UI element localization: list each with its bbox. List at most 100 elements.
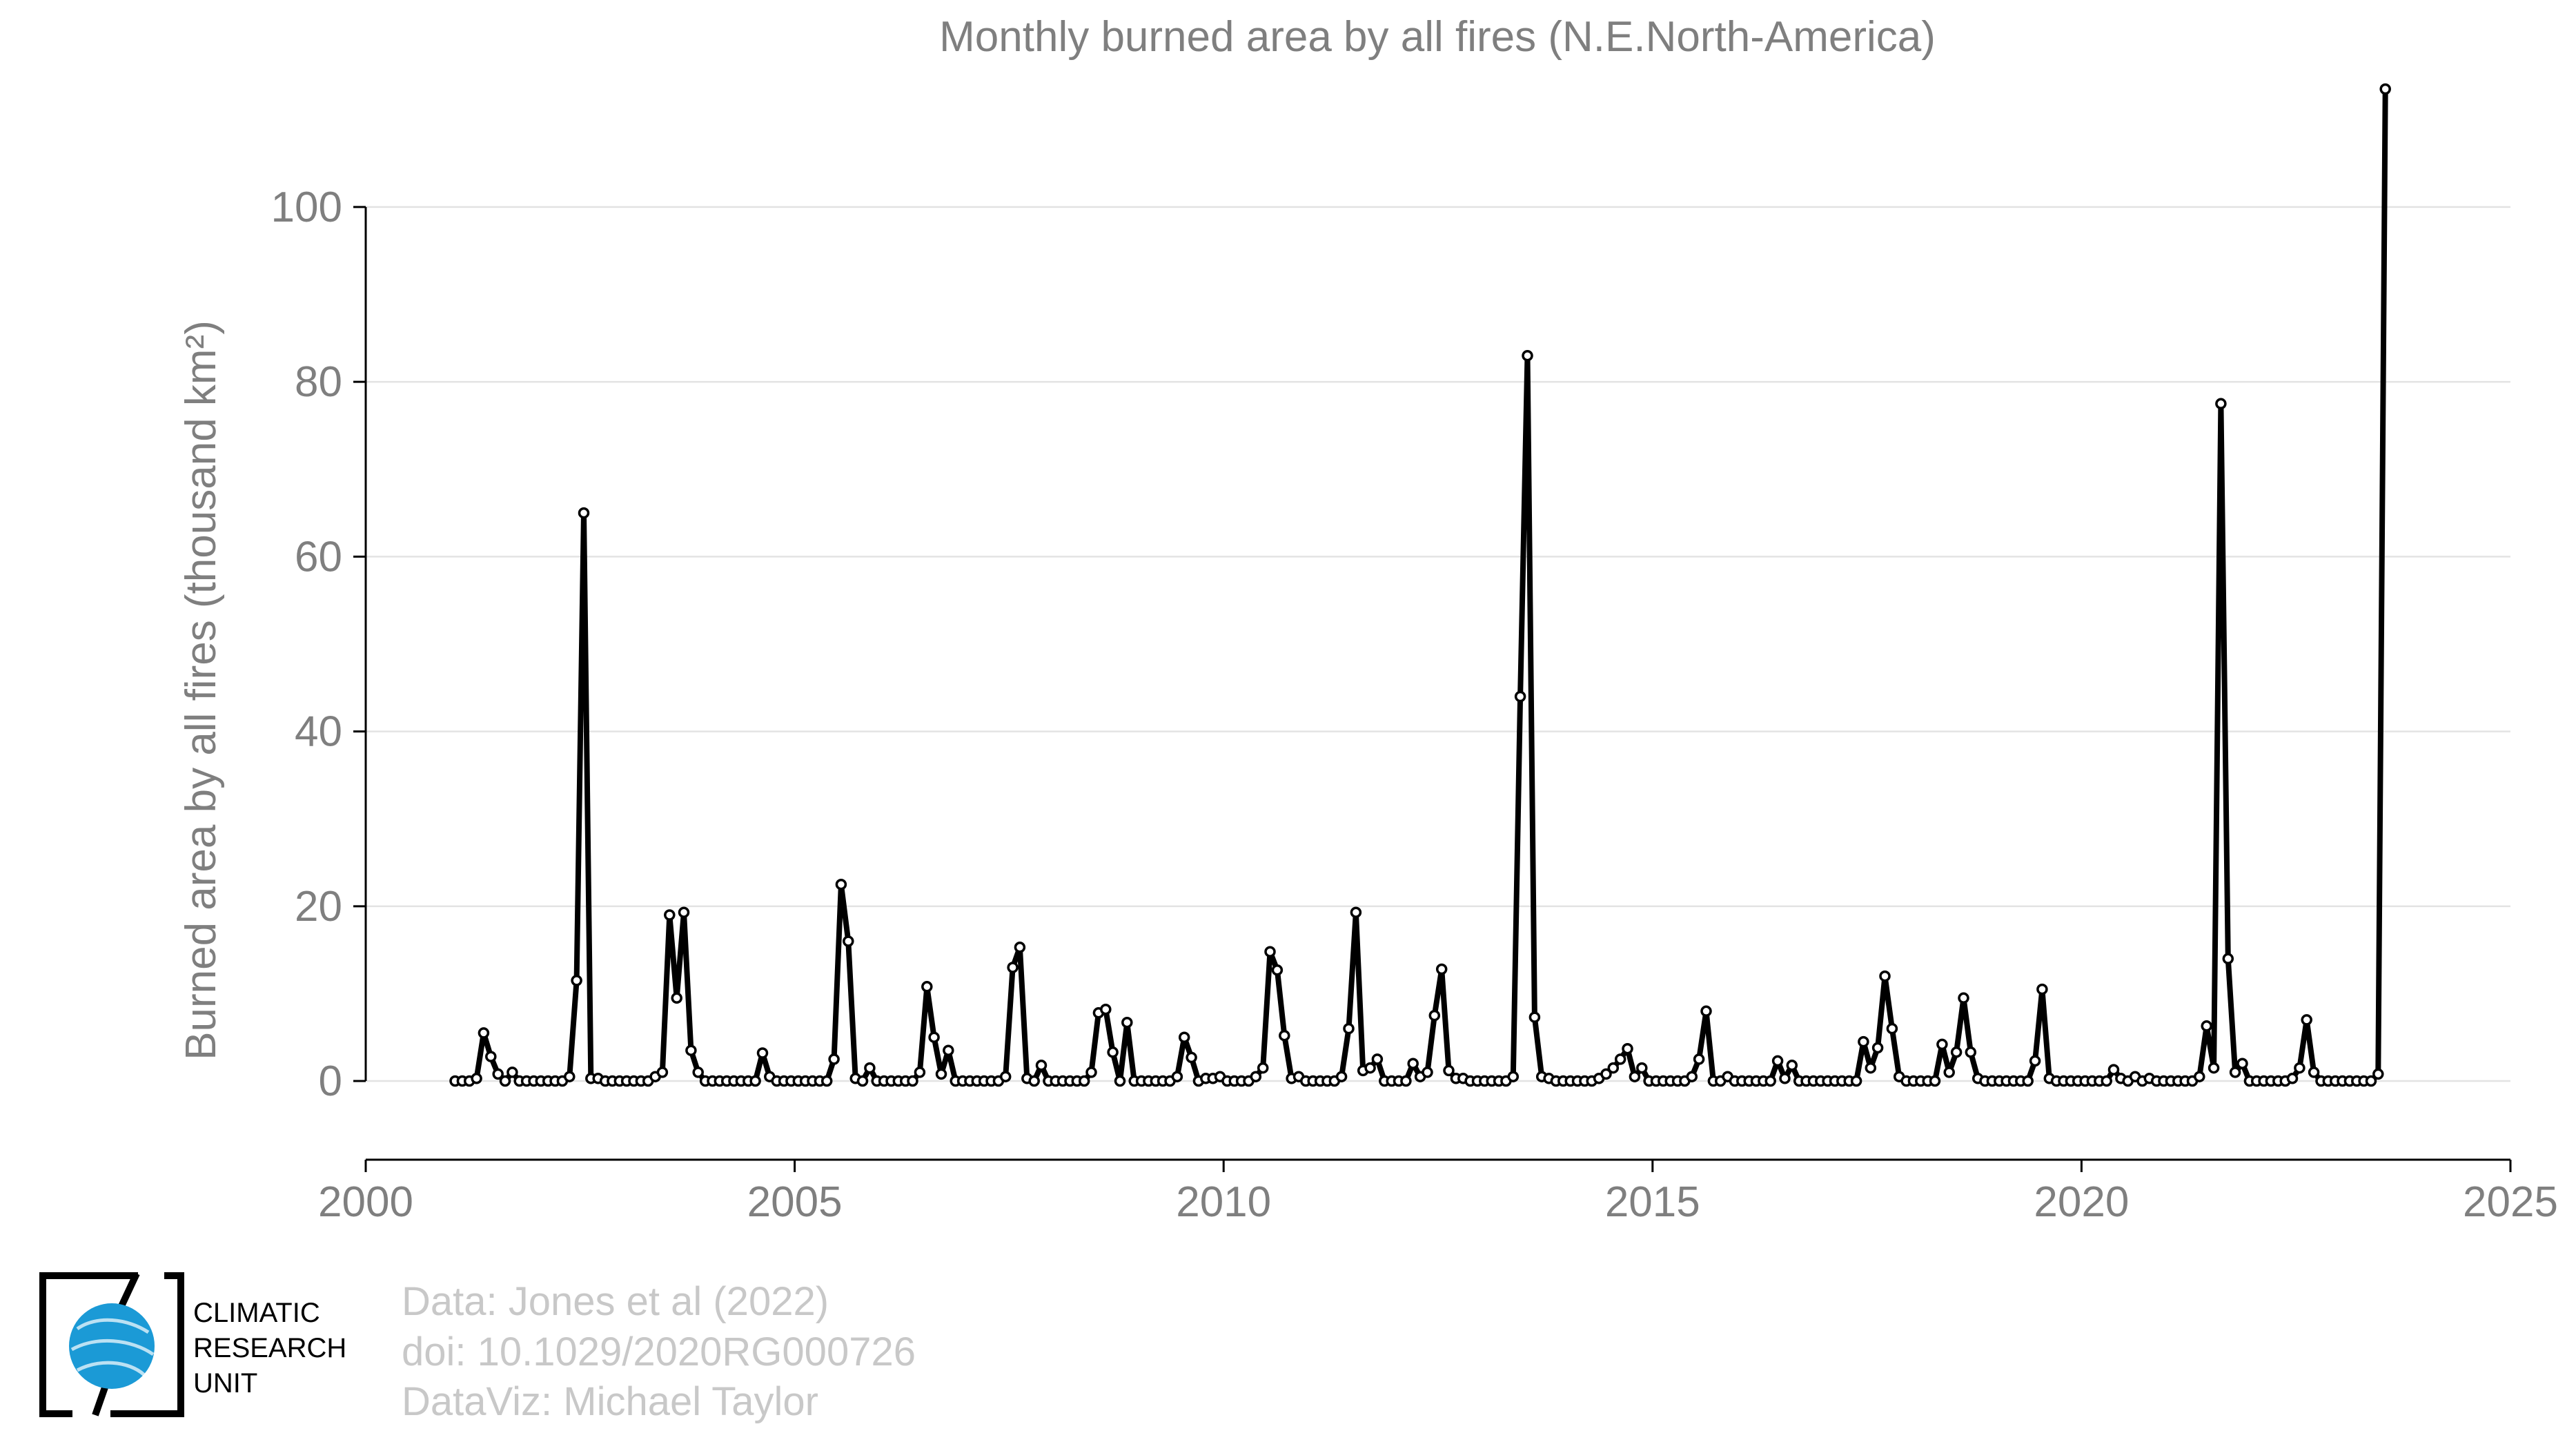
data-point xyxy=(2229,1067,2241,1078)
data-point xyxy=(820,1075,833,1087)
data-point xyxy=(1350,906,1362,918)
data-point xyxy=(1257,1062,1269,1074)
y-axis-label: Burned area by all fires (thousand km²) xyxy=(177,320,225,1060)
data-point xyxy=(1271,964,1284,976)
data-point xyxy=(1186,1051,1197,1064)
data-point xyxy=(856,1075,869,1087)
data-point xyxy=(1028,1075,1040,1087)
data-point xyxy=(1014,942,1026,953)
data-point xyxy=(1779,1073,1791,1084)
data-point xyxy=(1279,1029,1290,1042)
data-point xyxy=(1607,1062,1620,1074)
data-point xyxy=(1764,1075,1776,1087)
data-point xyxy=(1335,1071,1348,1082)
data-point xyxy=(2036,983,2048,995)
data-point xyxy=(1636,1062,1648,1074)
data-point xyxy=(1950,1046,1963,1058)
x-axis: 2000 2005 2010 2015 2020 2025 xyxy=(318,1158,2558,1226)
data-point xyxy=(671,992,682,1004)
data-point xyxy=(1371,1053,1384,1065)
data-point xyxy=(1958,992,1969,1004)
data-point xyxy=(485,1051,497,1062)
data-point xyxy=(756,1047,769,1059)
data-point xyxy=(2029,1055,2041,1067)
data-point xyxy=(692,1067,704,1078)
data-point xyxy=(914,1067,926,1078)
data-point xyxy=(1264,946,1276,957)
series-line xyxy=(455,88,2388,1084)
data-point xyxy=(507,1067,518,1078)
data-point xyxy=(1786,1060,1798,1071)
y-tick-label: 60 xyxy=(295,533,342,581)
data-point xyxy=(1850,1075,1862,1087)
data-point xyxy=(1443,1064,1455,1077)
data-point xyxy=(2208,1062,2220,1074)
y-tick-label: 80 xyxy=(295,358,342,406)
data-point xyxy=(478,1027,490,1039)
data-point xyxy=(1614,1053,1626,1065)
x-tick-label: 2020 xyxy=(2034,1178,2129,1226)
data-point xyxy=(2379,83,2391,95)
data-point xyxy=(843,935,854,947)
data-point xyxy=(1871,1042,1884,1054)
data-point xyxy=(1879,970,1891,982)
data-point xyxy=(578,507,590,519)
data-point xyxy=(1107,1046,1119,1058)
y-tick-label: 100 xyxy=(271,184,342,231)
data-point xyxy=(2222,953,2234,965)
data-point xyxy=(921,981,933,993)
data-point xyxy=(1936,1038,1948,1051)
y-axis: 0 20 40 60 80 100 xyxy=(271,184,367,1105)
data-point xyxy=(1865,1062,1877,1074)
data-point xyxy=(1121,1016,1133,1029)
data-point xyxy=(828,1053,840,1065)
data-point xyxy=(2201,1020,2212,1032)
data-point xyxy=(2215,398,2227,410)
data-point xyxy=(2301,1014,2312,1026)
logo-text-line-1: CLIMATIC xyxy=(193,1298,320,1328)
data-point xyxy=(1522,349,1533,362)
data-point xyxy=(499,1075,511,1087)
chart-title: Monthly burned area by all fires (N.E.No… xyxy=(939,13,1936,61)
data-point xyxy=(1007,962,1019,973)
logo-text-line-3: UNIT xyxy=(193,1368,257,1399)
data-point xyxy=(1771,1055,1784,1067)
data-point xyxy=(1343,1022,1355,1035)
data-point xyxy=(1693,1053,1705,1065)
credit-dataviz: DataViz: Michael Taylor xyxy=(402,1379,818,1424)
data-point xyxy=(1178,1031,1190,1043)
data-point xyxy=(2286,1073,2299,1084)
data-point xyxy=(864,1062,876,1074)
data-point xyxy=(1035,1060,1048,1071)
x-tick-label: 2025 xyxy=(2463,1178,2558,1226)
data-point xyxy=(1435,963,1448,975)
data-point xyxy=(1929,1075,1941,1087)
data-point xyxy=(664,909,676,921)
data-point xyxy=(471,1073,482,1084)
data-point xyxy=(1078,1075,1090,1087)
data-point xyxy=(1886,1022,1898,1035)
data-points xyxy=(449,83,2391,1087)
x-tick-label: 2000 xyxy=(318,1178,413,1226)
data-point xyxy=(1407,1058,1419,1069)
logo-bracket-icon xyxy=(39,1272,184,1417)
data-point xyxy=(685,1044,697,1056)
data-point xyxy=(2372,1068,2384,1080)
data-point xyxy=(1622,1042,1633,1055)
data-point xyxy=(835,878,847,890)
data-point xyxy=(1965,1046,1977,1058)
data-point xyxy=(1085,1067,1097,1078)
data-point xyxy=(2236,1058,2248,1069)
data-point xyxy=(999,1071,1012,1082)
data-point xyxy=(571,975,582,986)
y-tick-label: 40 xyxy=(295,708,342,756)
data-point xyxy=(1629,1071,1641,1082)
data-point xyxy=(678,906,690,918)
data-point xyxy=(656,1067,669,1078)
x-tick-label: 2005 xyxy=(747,1178,843,1226)
data-point xyxy=(1514,690,1526,703)
y-tick-label: 0 xyxy=(319,1058,342,1105)
data-point xyxy=(1943,1067,1955,1078)
data-point xyxy=(1700,1005,1712,1017)
data-point xyxy=(1250,1071,1262,1082)
